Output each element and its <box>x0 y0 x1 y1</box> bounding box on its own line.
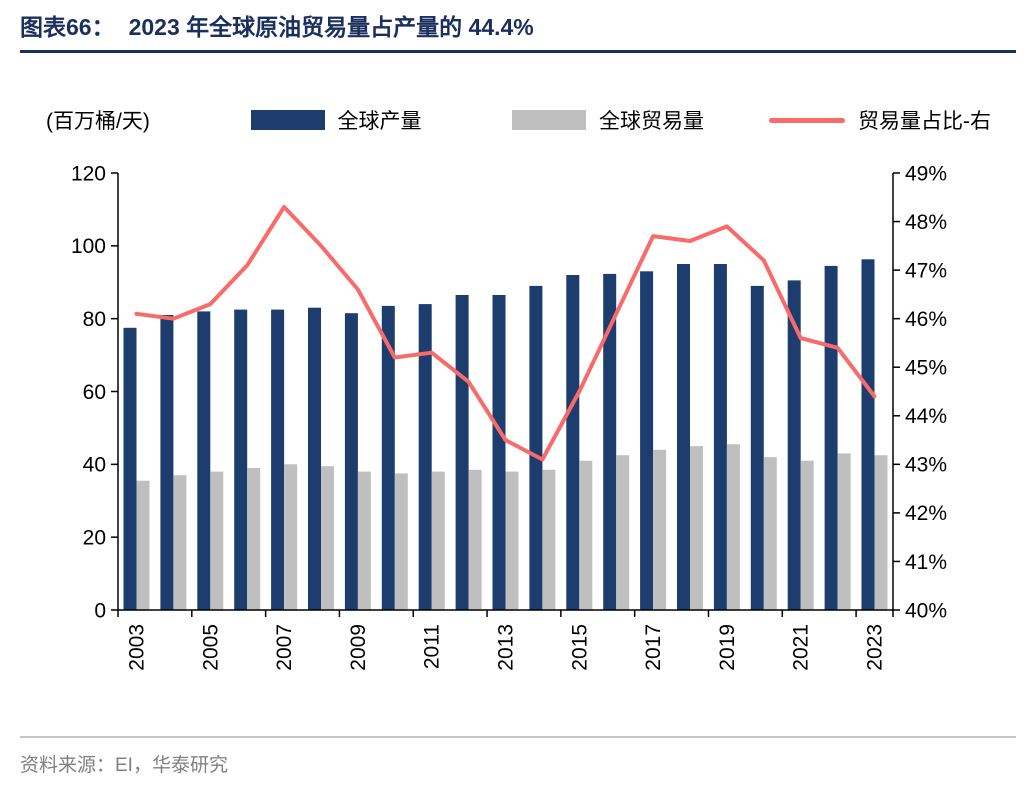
x-axis-label: 2009 <box>347 624 370 671</box>
right-axis-label: 41% <box>905 551 947 574</box>
bar-production <box>381 305 395 610</box>
bar-trade <box>579 460 593 610</box>
x-axis-label: 2011 <box>421 624 444 669</box>
left-axis-label: 120 <box>71 162 106 185</box>
bar-trade <box>431 471 445 610</box>
bar-trade <box>284 464 298 610</box>
right-axis-label: 48% <box>905 211 947 234</box>
bar-production <box>750 285 764 610</box>
x-axis-label: 2021 <box>790 624 813 671</box>
bar-trade <box>357 471 371 610</box>
bar-production <box>713 264 727 610</box>
bar-trade <box>690 446 703 610</box>
legend: 全球产量 全球贸易量 贸易量占比-右 <box>200 105 1016 135</box>
x-axis-label: 2019 <box>716 624 739 671</box>
bar-production <box>418 304 432 610</box>
bar-production <box>160 315 174 610</box>
title-underline <box>20 50 1016 53</box>
right-axis-label: 47% <box>905 259 947 282</box>
legend-swatch-ratio-line <box>769 117 845 123</box>
right-axis-label: 43% <box>905 454 947 477</box>
bar-trade <box>505 471 519 610</box>
bar-trade <box>542 469 556 610</box>
legend-row: (百万桶/天) 全球产量 全球贸易量 贸易量占比-右 <box>20 105 1016 135</box>
bar-production <box>455 295 469 610</box>
source-text: 资料来源：EI，华泰研究 <box>20 754 228 776</box>
bar-production <box>640 271 654 610</box>
bar-production <box>344 313 358 610</box>
legend-item-ratio: 贸易量占比-右 <box>744 105 1016 135</box>
right-axis-label: 44% <box>905 405 947 428</box>
bar-production <box>234 309 248 610</box>
x-axis-label: 2007 <box>273 624 296 671</box>
figure-number: 图表66： <box>20 14 115 40</box>
bar-production <box>603 273 617 610</box>
bar-production <box>492 295 506 610</box>
left-axis-label: 20 <box>83 527 106 550</box>
right-axis-label: 45% <box>905 357 947 380</box>
bar-production <box>197 311 211 610</box>
x-axis-label: 2013 <box>495 624 518 671</box>
figure-title: 图表66： 2023 年全球原油贸易量占产量的 44.4% <box>20 14 1016 41</box>
chart: 0 20 40 60 80 100 120 40% 41% 42% 43% 44% 45% 46% 47% 4… <box>71 162 947 671</box>
bar-trade <box>653 449 667 610</box>
x-axis-label: 2005 <box>199 624 222 671</box>
x-axis-label: 2015 <box>568 624 591 671</box>
bar-trade <box>394 473 408 610</box>
legend-swatch-production <box>250 110 325 130</box>
left-axis-label: 40 <box>83 454 106 477</box>
left-axis-label: 60 <box>83 381 106 404</box>
source-divider <box>20 736 1016 738</box>
bar-production <box>308 307 321 610</box>
bar-trade <box>837 453 851 610</box>
axis-unit-label: (百万桶/天) <box>46 110 150 133</box>
left-axis-label: 0 <box>94 599 106 622</box>
right-axis-label: 40% <box>905 599 947 622</box>
bar-trade <box>800 460 814 610</box>
legend-label-trade: 全球贸易量 <box>599 110 704 133</box>
right-axis-label: 42% <box>905 502 947 525</box>
right-axis-label: 46% <box>905 308 947 331</box>
x-axis-label: 2003 <box>126 624 149 671</box>
figure-caption: 2023 年全球原油贸易量占产量的 44.4% <box>128 14 534 40</box>
bar-trade <box>321 466 334 610</box>
x-axis-label: 2017 <box>642 624 665 671</box>
left-axis-label: 80 <box>83 308 106 331</box>
bar-trade <box>874 455 888 610</box>
bar-production <box>677 264 690 610</box>
bar-trade <box>468 469 482 610</box>
legend-label-production: 全球产量 <box>337 110 422 133</box>
right-axis-label: 49% <box>905 162 947 185</box>
bar-production <box>123 327 137 610</box>
bar-trade <box>763 457 777 610</box>
bar-trade <box>210 471 224 610</box>
bar-trade <box>247 468 261 610</box>
legend-item-trade: 全球贸易量 <box>472 105 744 135</box>
bar-trade <box>726 444 740 610</box>
bar-production <box>271 309 285 610</box>
legend-label-ratio: 贸易量占比-右 <box>858 110 991 133</box>
legend-swatch-trade <box>512 110 586 130</box>
bar-production <box>529 285 543 610</box>
bar-trade <box>173 475 187 610</box>
bar-production <box>787 280 801 610</box>
bar-production <box>861 259 875 610</box>
ratio-line <box>134 205 877 462</box>
legend-item-production: 全球产量 <box>200 105 472 135</box>
left-axis-label: 100 <box>71 235 106 258</box>
x-axis-label: 2023 <box>864 624 887 671</box>
bar-production <box>566 275 580 610</box>
bar-trade <box>616 455 630 610</box>
bar-production <box>824 265 838 610</box>
bar-trade <box>136 480 150 610</box>
